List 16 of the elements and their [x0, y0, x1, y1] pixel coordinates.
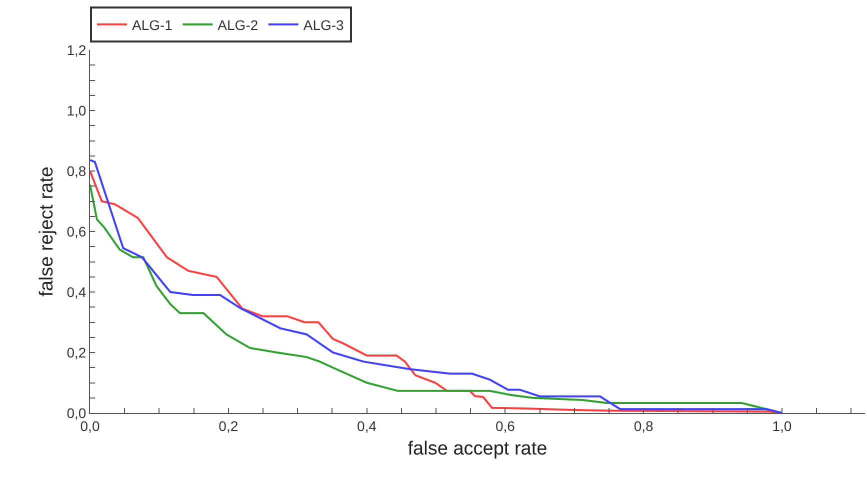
x-tick-label: 0,6	[495, 418, 516, 434]
x-tick-label: 0,8	[634, 418, 654, 434]
y-axis-title: false reject rate	[36, 166, 58, 296]
y-tick-label: 0,6	[66, 223, 86, 240]
y-tick-label: 0,8	[66, 162, 86, 179]
legend-label: ALG-3	[303, 16, 344, 33]
x-tick-label: 1,0	[772, 418, 792, 434]
x-tick-label: 0,4	[357, 418, 377, 434]
x-axis-title: false accept rate	[408, 438, 548, 460]
y-tick-label: 0,2	[66, 344, 86, 360]
x-tick-label: 0,2	[218, 418, 238, 434]
legend-label: ALG-1	[132, 16, 173, 33]
y-tick-label: 0,4	[66, 284, 86, 300]
y-tick-label: 1,2	[66, 42, 86, 58]
legend-label: ALG-2	[218, 16, 258, 33]
y-tick-label: 1,0	[66, 102, 86, 118]
